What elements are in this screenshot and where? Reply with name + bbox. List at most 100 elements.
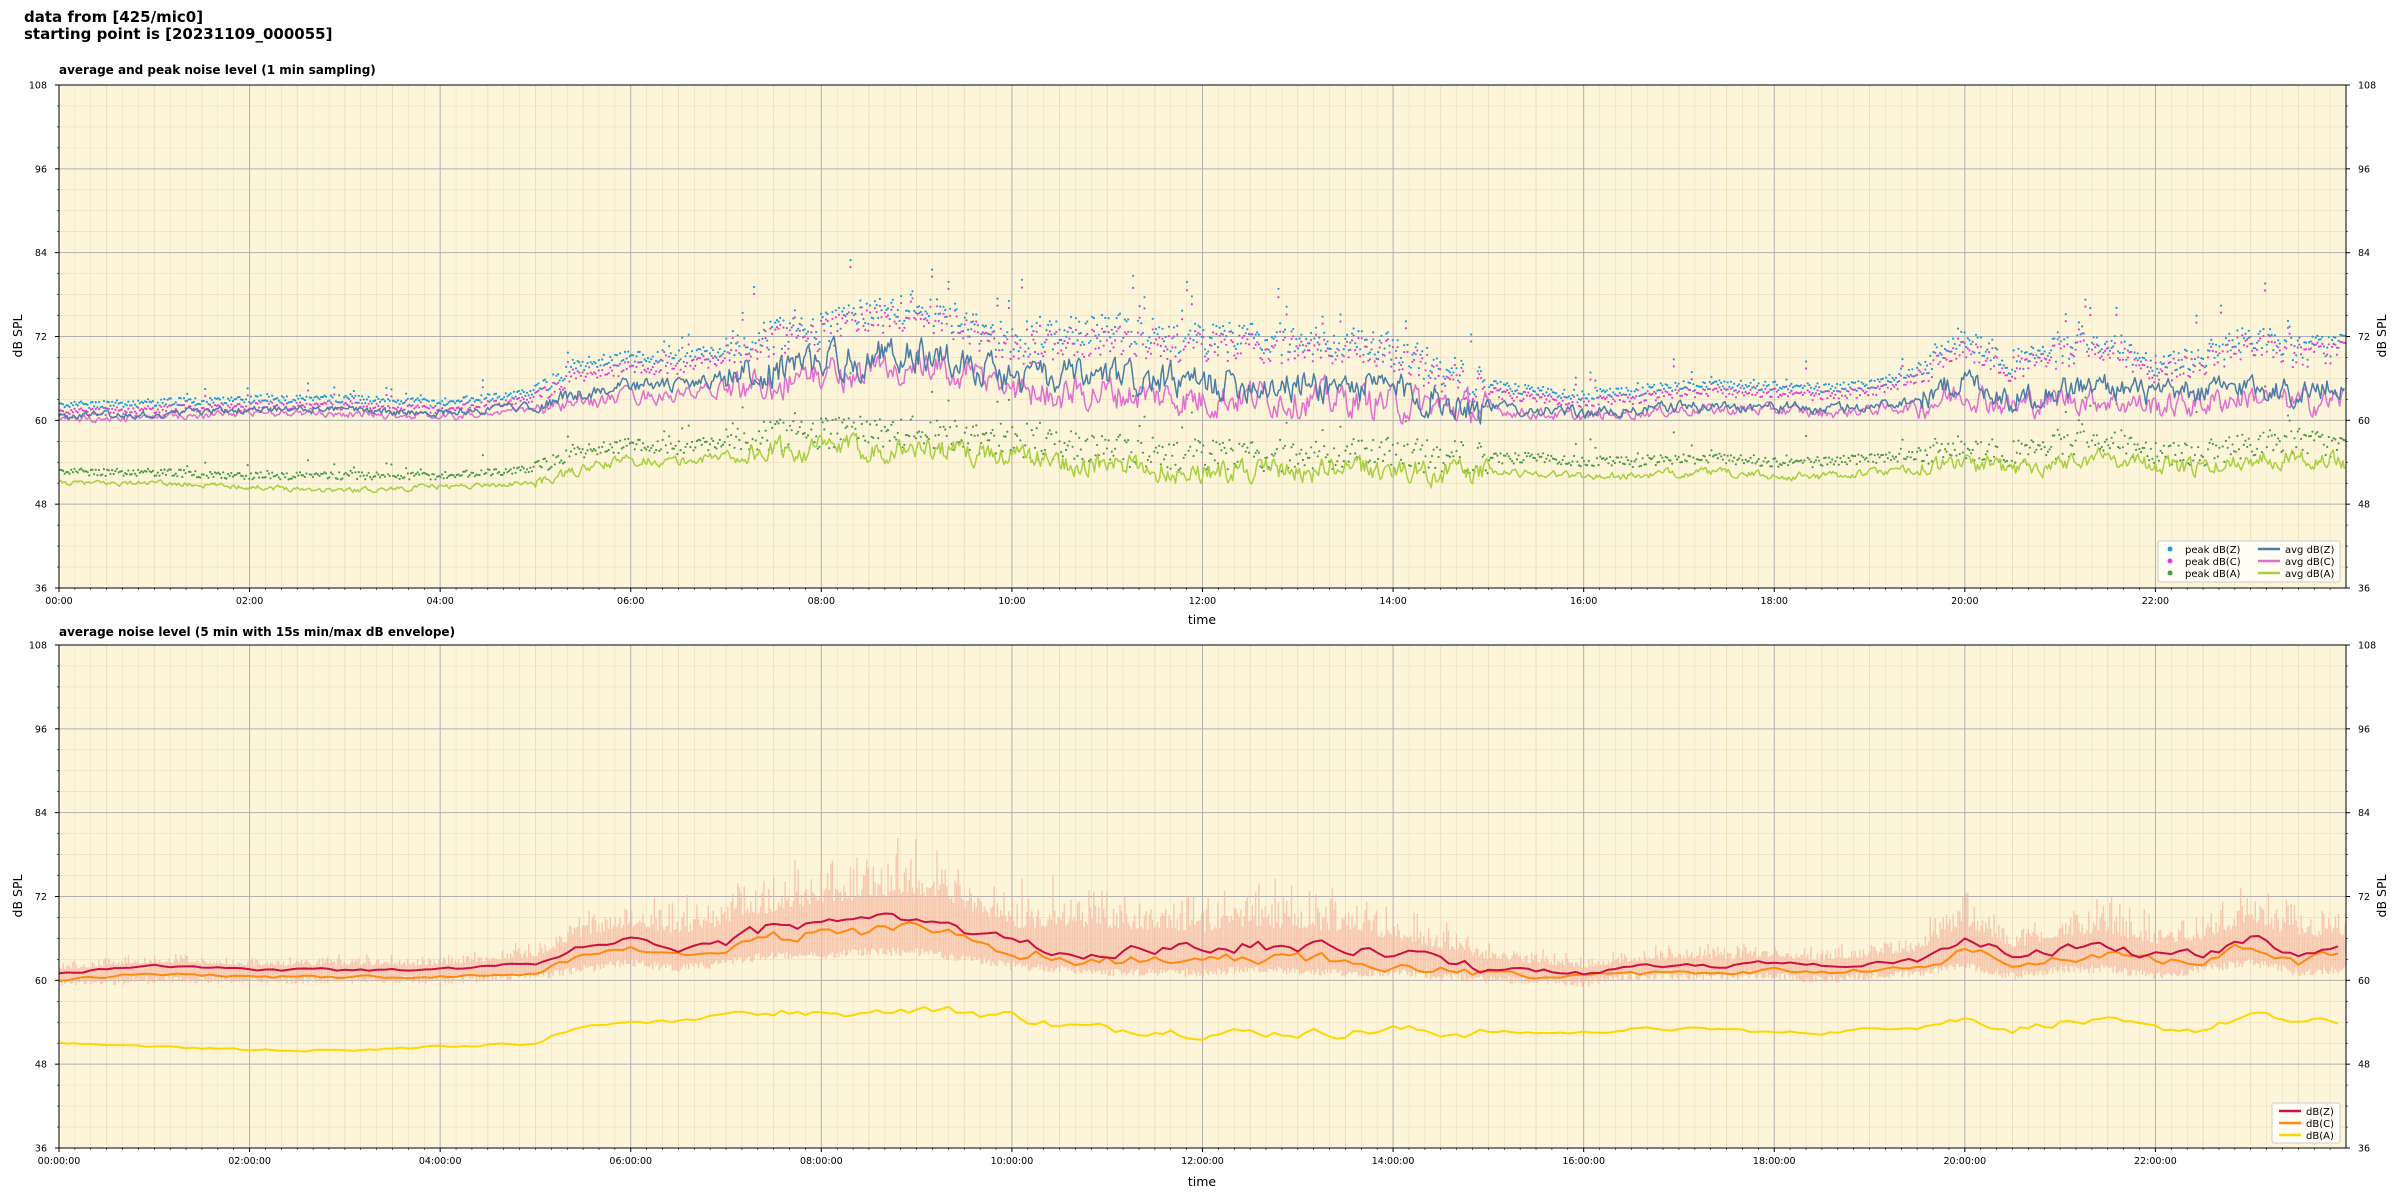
- scatter-point-peak-a: [328, 476, 331, 479]
- scatter-point-peak-a: [261, 476, 264, 479]
- scatter-point-peak-a: [1605, 457, 1608, 460]
- scatter-point-peak-z: [628, 355, 632, 358]
- scatter-point-peak-a: [1886, 457, 1889, 460]
- top-ytick-label-left: 108: [29, 81, 47, 92]
- scatter-point-peak-a: [1365, 447, 1368, 450]
- scatter-point-peak-a: [2218, 446, 2221, 449]
- scatter-point-peak-z: [891, 298, 895, 301]
- scatter-point-peak-z: [1919, 363, 1922, 366]
- scatter-point-peak-z: [2231, 339, 2234, 342]
- scatter-point-peak-a: [1749, 456, 1752, 459]
- scatter-point-peak-a: [1290, 446, 1293, 449]
- scatter-point-peak-c: [1939, 360, 1942, 363]
- scatter-point-peak-c: [519, 399, 522, 402]
- scatter-point-peak-a: [1520, 461, 1523, 464]
- scatter-point-peak-a: [507, 469, 511, 472]
- scatter-point-peak-z: [2131, 363, 2134, 366]
- scatter-point-peak-a: [617, 451, 620, 455]
- scatter-point-peak-a: [1458, 456, 1461, 459]
- scatter-point-peak-a: [1300, 448, 1303, 451]
- scatter-point-peak-c: [1903, 383, 1906, 386]
- scatter-point-peak-c: [741, 318, 744, 321]
- scatter-point-peak-z: [378, 400, 382, 403]
- scatter-point-peak-z: [573, 362, 576, 365]
- scatter-point-peak-a: [1873, 454, 1876, 457]
- scatter-point-peak-a: [1403, 444, 1406, 447]
- scatter-point-peak-a: [803, 431, 806, 435]
- scatter-point-peak-a: [2033, 451, 2036, 454]
- scatter-point-peak-a: [182, 469, 186, 472]
- chart-header: data from [425/mic0] starting point is […: [24, 9, 332, 43]
- scatter-point-peak-z: [599, 364, 602, 367]
- scatter-point-peak-z: [2092, 336, 2095, 339]
- scatter-point-peak-c: [949, 314, 952, 317]
- scatter-point-peak-c: [1932, 359, 1935, 362]
- top-xtick-label: 18:00: [1761, 596, 1788, 607]
- scatter-point-peak-c: [405, 399, 408, 402]
- scatter-point-peak-c: [1295, 345, 1298, 348]
- scatter-point-peak-c: [1963, 341, 1966, 345]
- scatter-point-peak-a: [2335, 448, 2339, 451]
- scatter-point-peak-z: [2069, 345, 2072, 349]
- scatter-point-peak-z: [1455, 367, 1458, 370]
- scatter-point-peak-a: [1870, 453, 1873, 456]
- scatter-point-peak-c: [1329, 354, 1332, 357]
- scatter-point-peak-a: [135, 474, 138, 477]
- scatter-point-peak-a: [671, 447, 674, 450]
- scatter-point-peak-z: [1471, 391, 1474, 394]
- scatter-point-peak-c: [764, 337, 767, 340]
- scatter-point-peak-c: [494, 399, 498, 402]
- scatter-point-peak-c: [1819, 397, 1822, 400]
- scatter-point-peak-c: [1818, 393, 1821, 396]
- scatter-point-peak-a: [191, 474, 194, 477]
- scatter-point-peak-c: [1744, 390, 1747, 394]
- scatter-point-peak-a: [1181, 426, 1184, 429]
- scatter-point-peak-z: [1060, 338, 1063, 341]
- scatter-point-peak-a: [244, 474, 248, 477]
- scatter-point-peak-a: [735, 435, 738, 438]
- scatter-point-peak-c: [2022, 374, 2025, 378]
- scatter-point-peak-z: [1506, 382, 1509, 385]
- scatter-point-peak-c: [2166, 373, 2169, 376]
- scatter-point-peak-z: [1501, 391, 1504, 394]
- scatter-point-peak-z: [138, 402, 141, 405]
- top-plot-title: average and peak noise level (1 min samp…: [59, 63, 376, 77]
- scatter-point-peak-z: [1873, 379, 1876, 382]
- scatter-point-peak-a: [2244, 439, 2247, 442]
- scatter-point-peak-c: [568, 380, 571, 383]
- scatter-point-peak-a: [1760, 464, 1764, 467]
- scatter-point-peak-z: [285, 395, 288, 398]
- scatter-point-peak-a: [2295, 446, 2298, 449]
- scatter-point-peak-z: [1924, 360, 1927, 363]
- scatter-point-peak-a: [1156, 451, 1159, 454]
- scatter-point-peak-a: [1947, 442, 1950, 445]
- scatter-point-peak-z: [1808, 384, 1811, 387]
- scatter-point-peak-z: [1607, 393, 1610, 397]
- scatter-point-peak-c: [2126, 356, 2129, 359]
- scatter-point-peak-c: [1937, 363, 1940, 366]
- scatter-point-peak-a: [1308, 456, 1311, 459]
- scatter-point-peak-z: [1512, 392, 1515, 395]
- scatter-point-peak-c: [271, 401, 274, 404]
- scatter-point-peak-z: [124, 403, 127, 406]
- scatter-point-peak-c: [2224, 344, 2227, 347]
- scatter-point-peak-a: [184, 472, 187, 475]
- scatter-point-peak-z: [900, 295, 903, 298]
- scatter-point-peak-z: [588, 355, 591, 358]
- scatter-point-peak-a: [1669, 459, 1672, 462]
- scatter-point-peak-z: [189, 398, 192, 401]
- scatter-point-peak-z: [594, 362, 597, 365]
- scatter-point-peak-c: [1293, 357, 1296, 360]
- scatter-point-peak-c: [2291, 366, 2294, 369]
- scatter-point-peak-z: [1086, 320, 1089, 323]
- scatter-point-peak-a: [1625, 456, 1628, 459]
- legend-peak-z: peak dB(Z): [2185, 545, 2241, 556]
- scatter-point-peak-c: [135, 412, 138, 415]
- scatter-point-peak-c: [981, 331, 984, 334]
- scatter-point-peak-z: [2188, 368, 2192, 371]
- scatter-point-peak-c: [2179, 373, 2182, 376]
- scatter-point-peak-z: [705, 349, 708, 352]
- scatter-point-peak-z: [501, 398, 504, 401]
- scatter-point-peak-c: [2180, 365, 2183, 368]
- scatter-point-peak-c: [713, 362, 717, 366]
